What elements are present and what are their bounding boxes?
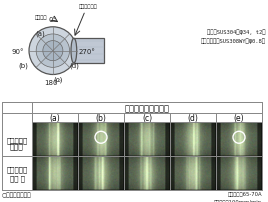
Text: 0°: 0° (49, 17, 57, 23)
Text: 90°: 90° (12, 48, 24, 54)
Text: (a): (a) (35, 30, 45, 37)
Bar (2, 103, 262, 190)
Text: (d): (d) (188, 114, 198, 123)
Ellipse shape (71, 39, 77, 64)
Text: 作業者: 作業者 (10, 142, 24, 151)
Text: (c): (c) (142, 114, 152, 123)
Text: (a): (a) (50, 114, 60, 123)
Text: 溶接電流：65-70A
溶接速度：100mm/min
ワイヤ送給速度：812mm/min: 溶接電流：65-70A 溶接速度：100mm/min ワイヤ送給速度：812mm… (204, 191, 262, 202)
Text: 溶接指導員
免許 有: 溶接指導員 免許 有 (6, 165, 28, 181)
Circle shape (43, 41, 63, 61)
Text: (d): (d) (70, 62, 79, 69)
Circle shape (29, 28, 77, 75)
Text: ○：アンダカット: ○：アンダカット (2, 191, 32, 197)
Text: (e): (e) (234, 114, 244, 123)
Text: (b): (b) (18, 62, 28, 69)
Text: 270°: 270° (79, 48, 95, 54)
Text: (b): (b) (96, 114, 106, 123)
Circle shape (36, 35, 70, 68)
Text: ビ　ー　ド　外　観: ビ ー ド 外 観 (125, 104, 169, 113)
Text: 180°: 180° (44, 80, 61, 86)
Text: (c): (c) (53, 76, 62, 83)
Text: 溶接開始位置: 溶接開始位置 (79, 4, 98, 9)
Text: 母材：SUS304（φ34, t2）
溶接ワイヤ：SUS308WY（φ0.8）: 母材：SUS304（φ34, t2） 溶接ワイヤ：SUS308WY（φ0.8） (200, 29, 265, 44)
Text: 溶接経験少: 溶接経験少 (6, 136, 28, 143)
Bar (74, 39, 105, 64)
Bar (2, 103, 262, 190)
Text: 回転方向: 回転方向 (35, 15, 48, 20)
